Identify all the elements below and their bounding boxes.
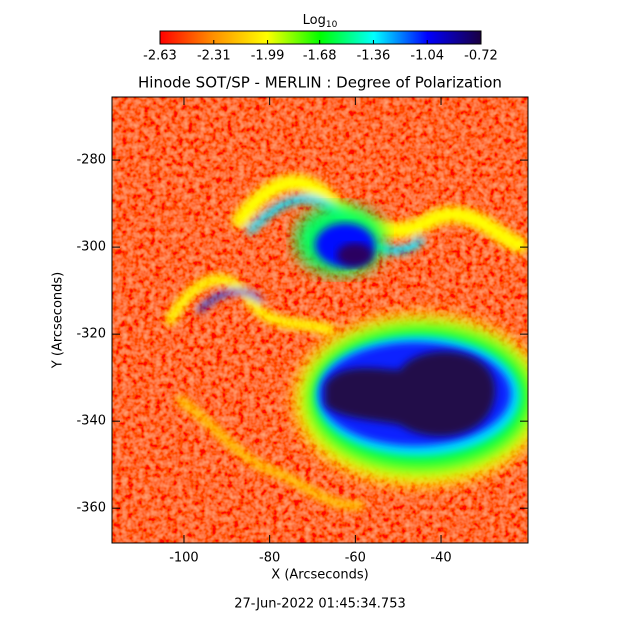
image [112,97,528,543]
y-tick-label: -280 [76,153,106,168]
spot-umbra [325,351,496,437]
x-axis-label: X (Arcseconds) [271,568,368,583]
footer: 27-Jun-2022 01:45:34.753 [234,597,406,612]
plot-frame [111,96,529,544]
colorbar-label: Log10 [303,13,338,30]
colorbar-tick-label: -1.04 [410,49,444,64]
colorbar-tick-label: -1.68 [303,49,337,64]
colorbar-tick-label: -2.63 [143,49,177,64]
y-tick-label: -360 [76,501,106,516]
y-tick-label: -340 [76,414,106,429]
x-tick-label: -100 [169,551,199,566]
x-tick-label: -40 [430,551,451,566]
colorbar-label-sub: 10 [326,20,338,30]
colorbar-tick-label: -1.36 [357,49,391,64]
colorbar-tick-label: -2.31 [197,49,231,64]
y-tick-label: -320 [76,327,106,342]
colorbar [159,30,482,45]
x-tick-label: -60 [345,551,366,566]
plage-core [337,243,373,267]
colorbar-label-main: Log [303,13,326,28]
chart-title: Hinode SOT/SP - MERLIN : Degree of Polar… [138,74,502,92]
y-axis-label: Y (Arcseconds) [51,272,66,369]
colorbar-tick-label: -0.72 [464,49,498,64]
colorbar-tick-label: -1.99 [251,49,285,64]
x-tick-label: -80 [259,551,280,566]
y-tick-label: -300 [76,240,106,255]
